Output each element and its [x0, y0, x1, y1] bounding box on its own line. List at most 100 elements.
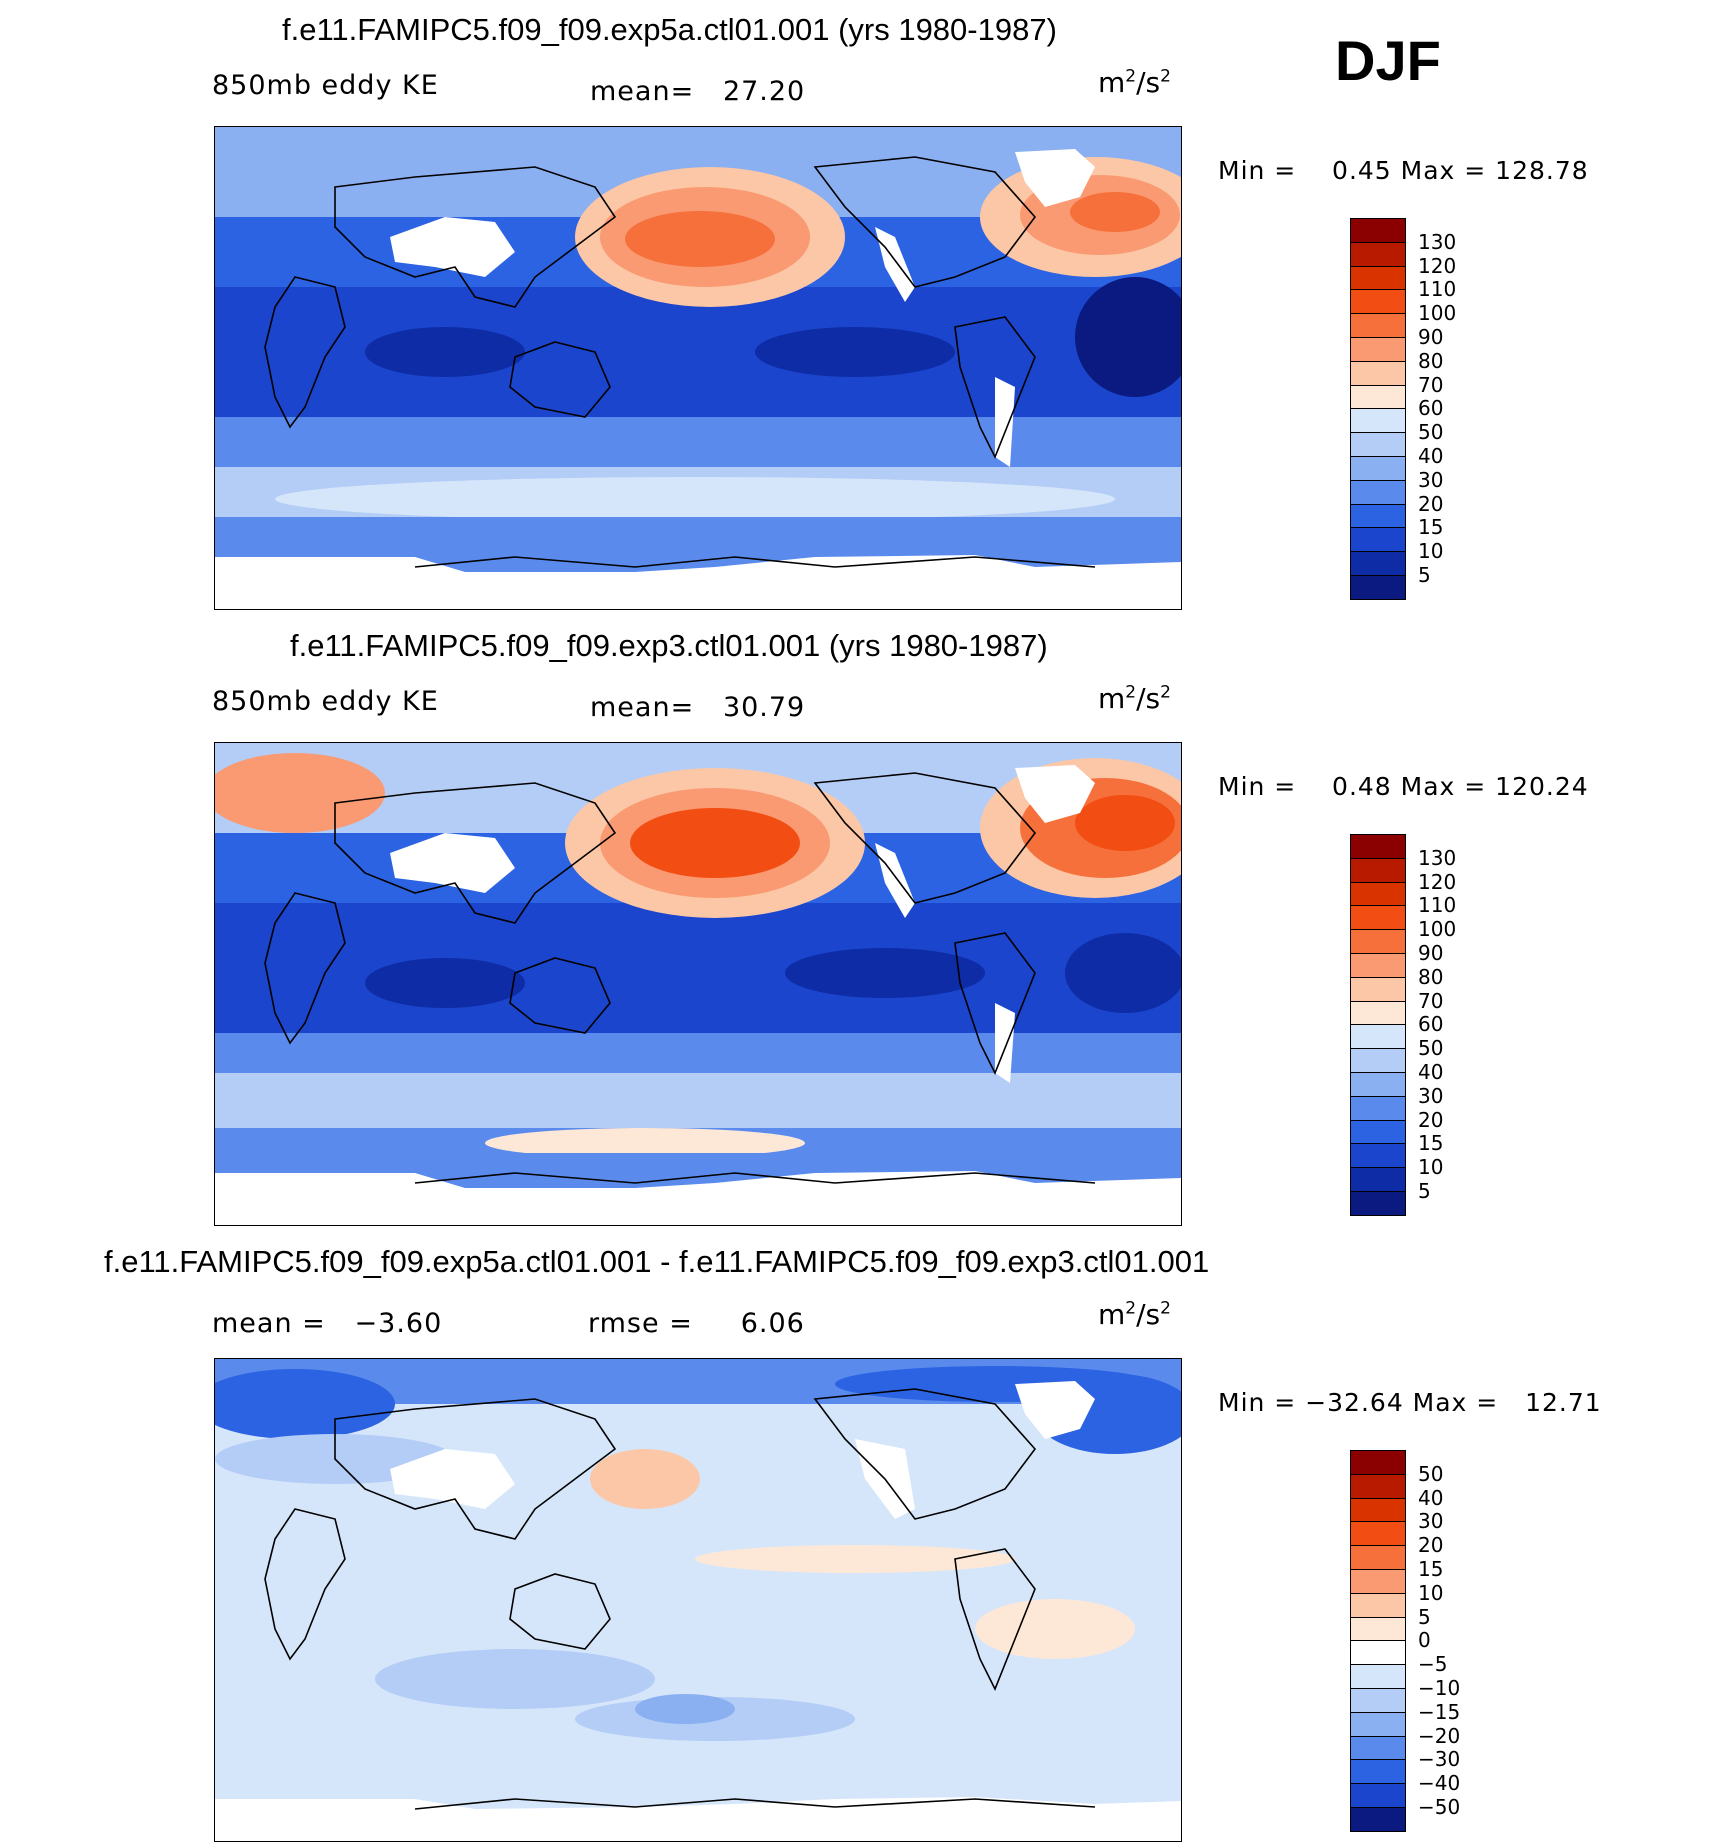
panel1-colorbar-swatch — [1351, 480, 1405, 505]
units-base: m — [1098, 682, 1126, 715]
panel3-mean-label: mean = −3.60 — [212, 1308, 443, 1339]
coastlines — [264, 1388, 1096, 1810]
southern-ocean-negative-core — [635, 1694, 735, 1724]
africa-coast — [264, 892, 346, 1045]
units-exponent: 2 — [1160, 66, 1171, 87]
panel1-colorbar-tick: 100 — [1418, 301, 1457, 325]
panel3-colorbar-tick: 10 — [1418, 1581, 1444, 1605]
rockies-land — [875, 227, 915, 302]
units-base: m — [1098, 1298, 1126, 1331]
panel3-units: m2/s2 — [1098, 1298, 1171, 1331]
tibet-land — [390, 217, 515, 277]
antarctic-margin — [215, 1153, 1181, 1173]
panel1-colorbar-tick: 120 — [1418, 254, 1457, 278]
panel2-map — [214, 742, 1182, 1226]
panel3-colorbar-tick: −50 — [1418, 1795, 1461, 1819]
eurasia-coast — [334, 1398, 617, 1540]
panel3-colorbar-tick: −5 — [1418, 1652, 1448, 1676]
panel3-colorbar: 50 40 30 20 15 10 5 0 −5 −10 −15 −20 −30… — [1350, 1450, 1460, 1832]
units-exponent: 2 — [1160, 682, 1171, 703]
north-atlantic-core — [1075, 795, 1175, 851]
panel3-colorbar-swatch — [1351, 1617, 1405, 1642]
panel2-colorbar-swatch — [1351, 953, 1405, 978]
panel3-colorbar-tick: 0 — [1418, 1628, 1431, 1652]
panel2-colorbar-tick: 80 — [1418, 965, 1444, 989]
panel3-colorbar-tick: −40 — [1418, 1771, 1461, 1795]
panel3-colorbar-swatch — [1351, 1546, 1405, 1570]
north-pacific-core — [630, 808, 800, 878]
panel1-colorbar-tick: 130 — [1418, 230, 1457, 254]
greenland-land — [1015, 765, 1095, 823]
antarctica-land — [215, 1171, 1181, 1225]
panel2-colorbar-swatch — [1351, 1168, 1405, 1192]
andes-land — [995, 1003, 1015, 1083]
panel2-colorbar-tick: 30 — [1418, 1084, 1444, 1108]
panel2-colorbar-swatch — [1351, 882, 1405, 907]
eurasia-coast — [334, 166, 617, 308]
storm-track-core-south — [485, 1128, 805, 1158]
tropical-band — [215, 903, 1181, 1033]
panel3-colorbar-tick: 15 — [1418, 1557, 1444, 1581]
panel1-mean-label: mean= 27.20 — [590, 76, 806, 107]
panel2-colorbar-swatch — [1351, 1001, 1405, 1026]
panel1-colorbar-swatch — [1351, 361, 1405, 386]
antarctica-coast — [414, 1798, 1096, 1810]
panel2-colorbar-swatch — [1351, 858, 1405, 883]
panel2-colorbar-tick: 10 — [1418, 1155, 1444, 1179]
panel3-colorbar-box — [1350, 1450, 1406, 1832]
panel2-colorbar-swatch — [1351, 906, 1405, 931]
south-america-coast — [954, 316, 1036, 459]
panel2-colorbar: 130 120 110 100 90 80 70 60 50 40 30 20 … — [1350, 834, 1456, 1216]
units-base: m — [1098, 66, 1126, 99]
panel2-title: f.e11.FAMIPC5.f09_f09.exp3.ctl01.001 (yr… — [290, 628, 1048, 663]
panel2-colorbar-swatch — [1351, 1144, 1405, 1169]
panel1-colorbar: 130 120 110 100 90 80 70 60 50 40 30 20 … — [1350, 218, 1456, 600]
panel2-colorbar-tick: 60 — [1418, 1012, 1444, 1036]
australia-coast — [509, 341, 611, 418]
coastlines — [264, 156, 1096, 568]
panel1-colorbar-tick: 15 — [1418, 515, 1444, 539]
south-america-coast — [954, 932, 1036, 1075]
panel1-colorbar-swatch — [1351, 575, 1405, 599]
eurasia-coast — [334, 782, 617, 924]
tropical-minimum-indian — [365, 327, 525, 377]
storm-track-core-south — [275, 477, 1115, 521]
antarctic-margin — [215, 517, 1181, 557]
indian-ocean-negative — [375, 1649, 655, 1709]
panel2-colorbar-tick: 15 — [1418, 1131, 1444, 1155]
panel3-colorbar-tick: 5 — [1418, 1605, 1431, 1629]
panel3-colorbar-tick: 50 — [1418, 1462, 1444, 1486]
panel3-colorbar-swatch — [1351, 1474, 1405, 1499]
panel3-colorbar-tick: 30 — [1418, 1509, 1444, 1533]
panel3-colorbar-swatch — [1351, 1665, 1405, 1689]
tropical-minimum-atlantic — [1065, 933, 1181, 1013]
panel1-colorbar-tick: 50 — [1418, 420, 1444, 444]
panel2-map-svg — [215, 743, 1181, 1225]
south-america-coast — [954, 1548, 1036, 1691]
panel2-units: m2/s2 — [1098, 682, 1171, 715]
panel1-colorbar-swatch — [1351, 433, 1405, 457]
panel3-rmse-label: rmse = 6.06 — [588, 1308, 805, 1339]
panel3-colorbar-tick: −15 — [1418, 1700, 1461, 1724]
panel3-colorbar-swatch — [1351, 1736, 1405, 1761]
north-america-coast — [813, 772, 1037, 904]
panel2-colorbar-swatch — [1351, 1072, 1405, 1097]
panel1-units: m2/s2 — [1098, 66, 1171, 99]
antarctica-land — [215, 1797, 1181, 1841]
greenland-land — [1015, 1381, 1095, 1439]
panel2-minmax: Min = 0.48 Max = 120.24 — [1218, 772, 1589, 801]
panel1-colorbar-box — [1350, 218, 1406, 600]
units-mid: /s — [1136, 66, 1161, 99]
panel1-colorbar-tick: 20 — [1418, 492, 1444, 516]
antarctica-coast — [414, 1172, 1096, 1184]
panel1-title: f.e11.FAMIPC5.f09_f09.exp5a.ctl01.001 (y… — [282, 12, 1057, 47]
panel3-minmax: Min = −32.64 Max = 12.71 — [1218, 1388, 1602, 1417]
units-exponent: 2 — [1125, 66, 1137, 87]
panel3-colorbar-swatch — [1351, 1807, 1405, 1831]
panel2-colorbar-swatch — [1351, 1191, 1405, 1215]
tibet-land — [390, 833, 515, 893]
units-exponent: 2 — [1125, 1298, 1137, 1319]
north-pacific-core — [625, 211, 775, 267]
antarctic-margin — [215, 1764, 1181, 1794]
panel1-colorbar-swatch — [1351, 528, 1405, 553]
